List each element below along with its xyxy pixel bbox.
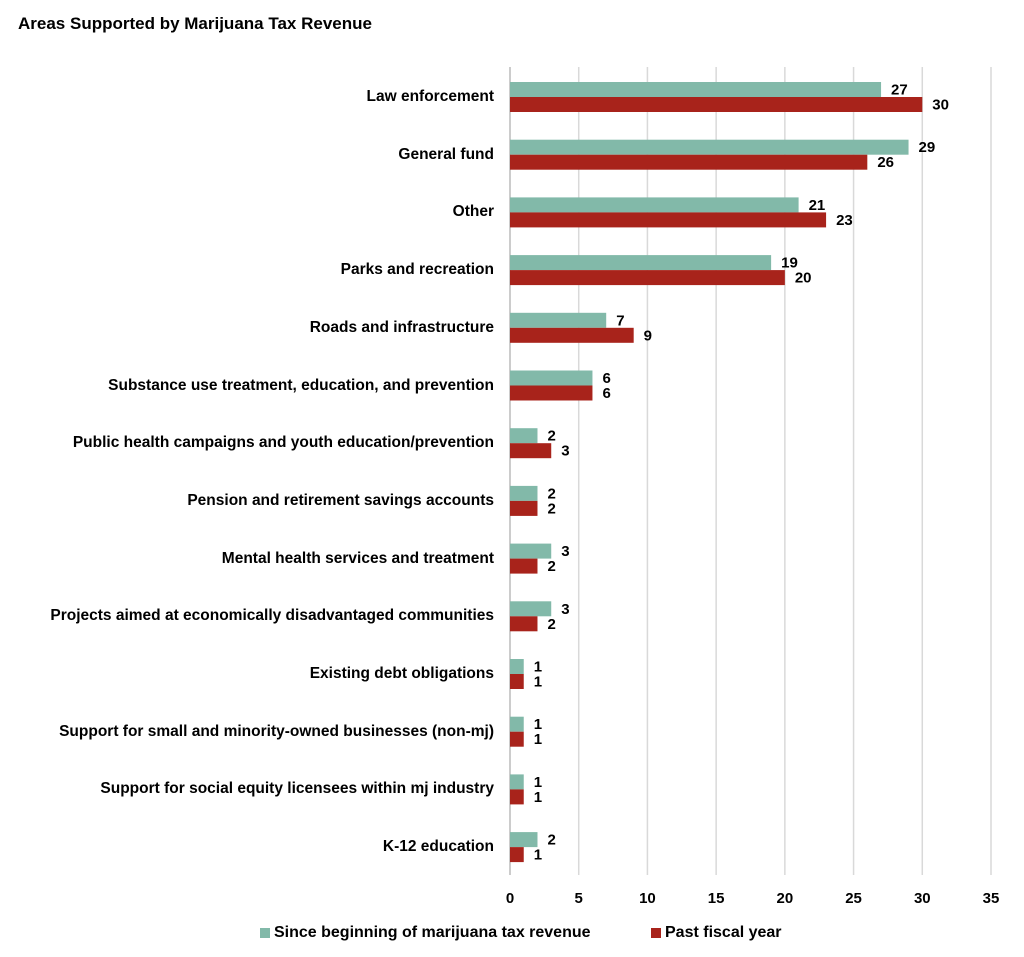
data-label: 21 xyxy=(809,197,826,214)
category-label: Existing debt obligations xyxy=(309,665,494,682)
legend-item-past-fiscal-year: Past fiscal year xyxy=(651,924,782,942)
data-label: 7 xyxy=(616,312,624,329)
data-label: 23 xyxy=(836,212,853,229)
data-label: 1 xyxy=(534,774,542,791)
data-label: 20 xyxy=(795,270,812,287)
category-label: Law enforcement xyxy=(366,88,494,105)
bar-past-fiscal-year xyxy=(510,789,524,805)
bar-since-beginning xyxy=(510,139,909,155)
data-label: 2 xyxy=(547,832,555,849)
x-tick-label: 35 xyxy=(983,890,1000,907)
data-label: 3 xyxy=(561,443,569,460)
bar-past-fiscal-year xyxy=(510,270,785,286)
data-label: 29 xyxy=(919,139,936,156)
bar-since-beginning xyxy=(510,312,607,328)
data-label: 19 xyxy=(781,255,798,272)
category-label: Public health campaigns and youth educat… xyxy=(72,434,494,452)
x-tick-label: 10 xyxy=(639,890,656,907)
data-label: 3 xyxy=(561,601,569,618)
data-label: 2 xyxy=(547,558,555,575)
data-label: 27 xyxy=(891,82,908,99)
data-label: 1 xyxy=(534,847,542,864)
category-label: K-12 education xyxy=(382,838,494,856)
category-label: Substance use treatment, education, and … xyxy=(108,376,494,394)
data-label: 9 xyxy=(644,327,652,344)
bar-since-beginning xyxy=(510,428,538,444)
bar-since-beginning xyxy=(510,82,882,97)
bar-since-beginning xyxy=(510,370,593,386)
legend-label: Past fiscal year xyxy=(665,924,782,941)
bar-since-beginning xyxy=(510,601,552,617)
bar-past-fiscal-year xyxy=(510,558,538,574)
data-label: 6 xyxy=(602,385,610,402)
bar-since-beginning xyxy=(510,197,799,213)
data-label: 1 xyxy=(534,716,542,733)
bar-since-beginning xyxy=(510,659,524,674)
data-label: 1 xyxy=(534,731,542,748)
legend-label: Since beginning of marijuana tax revenue xyxy=(274,924,591,941)
bar-since-beginning xyxy=(510,543,552,559)
category-label: Support for small and minority-owned bus… xyxy=(59,722,494,740)
x-tick-label: 15 xyxy=(708,890,725,907)
x-tick-label: 0 xyxy=(506,890,514,907)
data-label: 2 xyxy=(547,485,555,502)
bar-past-fiscal-year xyxy=(510,616,538,632)
bar-since-beginning xyxy=(510,485,538,501)
bar-past-fiscal-year xyxy=(510,500,538,516)
data-label: 30 xyxy=(932,97,949,114)
category-label: Support for social equity licensees with… xyxy=(100,780,494,798)
bar-past-fiscal-year xyxy=(510,154,868,170)
x-tick-label: 20 xyxy=(777,890,794,907)
x-tick-label: 25 xyxy=(845,890,862,907)
category-label: Pension and retirement savings accounts xyxy=(187,491,494,509)
x-tick-label: 30 xyxy=(914,890,931,907)
x-tick-label: 5 xyxy=(575,890,583,907)
data-label: 26 xyxy=(877,154,894,171)
category-label: General fund xyxy=(398,145,494,163)
legend-swatch xyxy=(260,928,270,938)
data-label: 1 xyxy=(534,659,542,676)
bar-past-fiscal-year xyxy=(510,97,923,112)
bar-past-fiscal-year xyxy=(510,212,827,228)
bar-since-beginning xyxy=(510,774,524,790)
bar-past-fiscal-year xyxy=(510,443,552,459)
legend-swatch xyxy=(651,928,661,938)
category-label: Projects aimed at economically disadvant… xyxy=(50,607,494,625)
data-label: 6 xyxy=(602,370,610,387)
data-label: 2 xyxy=(547,428,555,445)
bar-past-fiscal-year xyxy=(510,847,524,863)
data-label: 2 xyxy=(547,500,555,517)
category-label: Parks and recreation xyxy=(340,261,494,279)
bar-past-fiscal-year xyxy=(510,731,524,747)
data-label: 1 xyxy=(534,789,542,806)
category-label: Roads and infrastructure xyxy=(309,318,494,336)
bar-since-beginning xyxy=(510,832,538,848)
bar-since-beginning xyxy=(510,255,772,271)
bar-past-fiscal-year xyxy=(510,385,593,401)
bar-past-fiscal-year xyxy=(510,674,524,689)
category-label: Other xyxy=(452,203,494,221)
legend-item-since-beginning: Since beginning of marijuana tax revenue xyxy=(260,924,591,942)
chart-title: Areas Supported by Marijuana Tax Revenue xyxy=(18,14,372,33)
data-label: 3 xyxy=(561,543,569,560)
category-label: Mental health services and treatment xyxy=(221,549,494,567)
bar-past-fiscal-year xyxy=(510,327,634,343)
data-label: 1 xyxy=(534,674,542,691)
data-label: 2 xyxy=(547,616,555,633)
bar-since-beginning xyxy=(510,716,524,732)
